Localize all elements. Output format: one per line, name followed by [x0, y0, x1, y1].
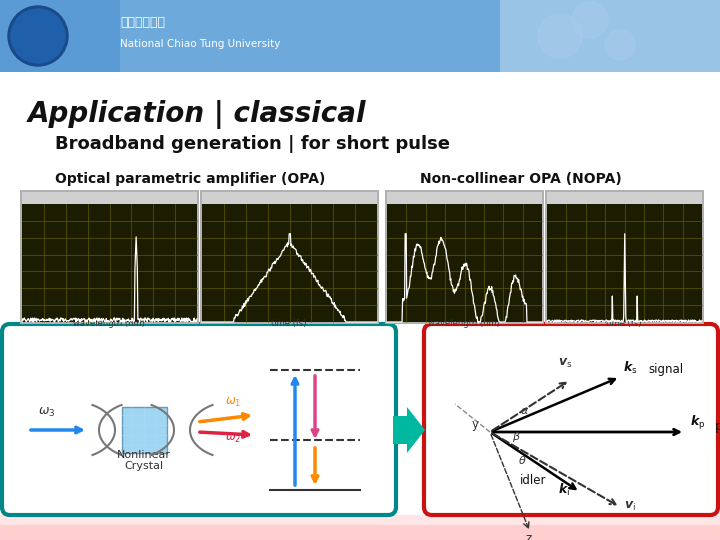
- Bar: [202, 192, 377, 204]
- Text: time (fs): time (fs): [271, 319, 307, 328]
- Bar: [0, 515, 720, 540]
- Bar: [545, 190, 704, 324]
- Bar: [500, 0, 720, 72]
- Text: National Chiao Tung University: National Chiao Tung University: [120, 39, 280, 49]
- Text: pump: pump: [715, 420, 720, 433]
- Text: wavelength (nm): wavelength (nm): [428, 319, 500, 328]
- Bar: [122, 407, 167, 453]
- Text: wavelength (nm): wavelength (nm): [73, 319, 145, 328]
- Bar: [122, 407, 167, 453]
- Bar: [385, 190, 544, 324]
- Bar: [547, 192, 702, 204]
- Text: $\boldsymbol{k}_{\rm p}$: $\boldsymbol{k}_{\rm p}$: [690, 414, 706, 432]
- Circle shape: [605, 30, 635, 60]
- Text: $\omega_2$: $\omega_2$: [225, 432, 241, 445]
- Bar: [387, 204, 542, 322]
- Text: time (fs): time (fs): [606, 319, 642, 328]
- Text: Optical parametric amplifier (OPA): Optical parametric amplifier (OPA): [55, 172, 325, 186]
- Circle shape: [538, 14, 582, 58]
- Text: y: y: [472, 418, 479, 431]
- Bar: [0, 0, 720, 72]
- Bar: [202, 204, 377, 322]
- Text: z: z: [526, 532, 532, 540]
- FancyArrow shape: [393, 407, 425, 453]
- Bar: [22, 204, 197, 322]
- FancyBboxPatch shape: [2, 324, 396, 515]
- Circle shape: [572, 2, 608, 38]
- Text: Crystal: Crystal: [125, 461, 163, 471]
- Circle shape: [8, 6, 68, 66]
- Text: $\boldsymbol{k}_{\rm s}$: $\boldsymbol{k}_{\rm s}$: [623, 360, 638, 376]
- Bar: [120, 0, 720, 72]
- Text: $\boldsymbol{v}_{\rm i}$: $\boldsymbol{v}_{\rm i}$: [624, 500, 636, 513]
- Bar: [387, 192, 542, 204]
- Text: signal: signal: [648, 363, 683, 376]
- Text: Broadband generation | for short pulse: Broadband generation | for short pulse: [55, 135, 450, 153]
- Bar: [0, 525, 720, 540]
- Text: 國立交通大學: 國立交通大學: [120, 16, 165, 29]
- Text: idler: idler: [520, 474, 546, 487]
- Text: $\theta$: $\theta$: [518, 454, 526, 466]
- Bar: [20, 190, 199, 324]
- Text: $\omega_1$: $\omega_1$: [225, 396, 241, 409]
- Text: $\alpha$: $\alpha$: [520, 406, 529, 416]
- Bar: [22, 192, 197, 204]
- Circle shape: [11, 9, 65, 63]
- Text: $\beta$: $\beta$: [512, 430, 521, 444]
- Text: Application | classical: Application | classical: [28, 100, 366, 129]
- Text: $\omega_3$: $\omega_3$: [38, 406, 55, 419]
- FancyBboxPatch shape: [424, 324, 718, 515]
- Bar: [200, 190, 379, 324]
- Text: $\boldsymbol{v}_{\rm s}$: $\boldsymbol{v}_{\rm s}$: [558, 357, 572, 370]
- Bar: [547, 204, 702, 322]
- Text: Nonlinear: Nonlinear: [117, 450, 171, 460]
- Text: $\boldsymbol{k}_{\rm i}$: $\boldsymbol{k}_{\rm i}$: [558, 482, 570, 498]
- Text: Non-collinear OPA (NOPA): Non-collinear OPA (NOPA): [420, 172, 622, 186]
